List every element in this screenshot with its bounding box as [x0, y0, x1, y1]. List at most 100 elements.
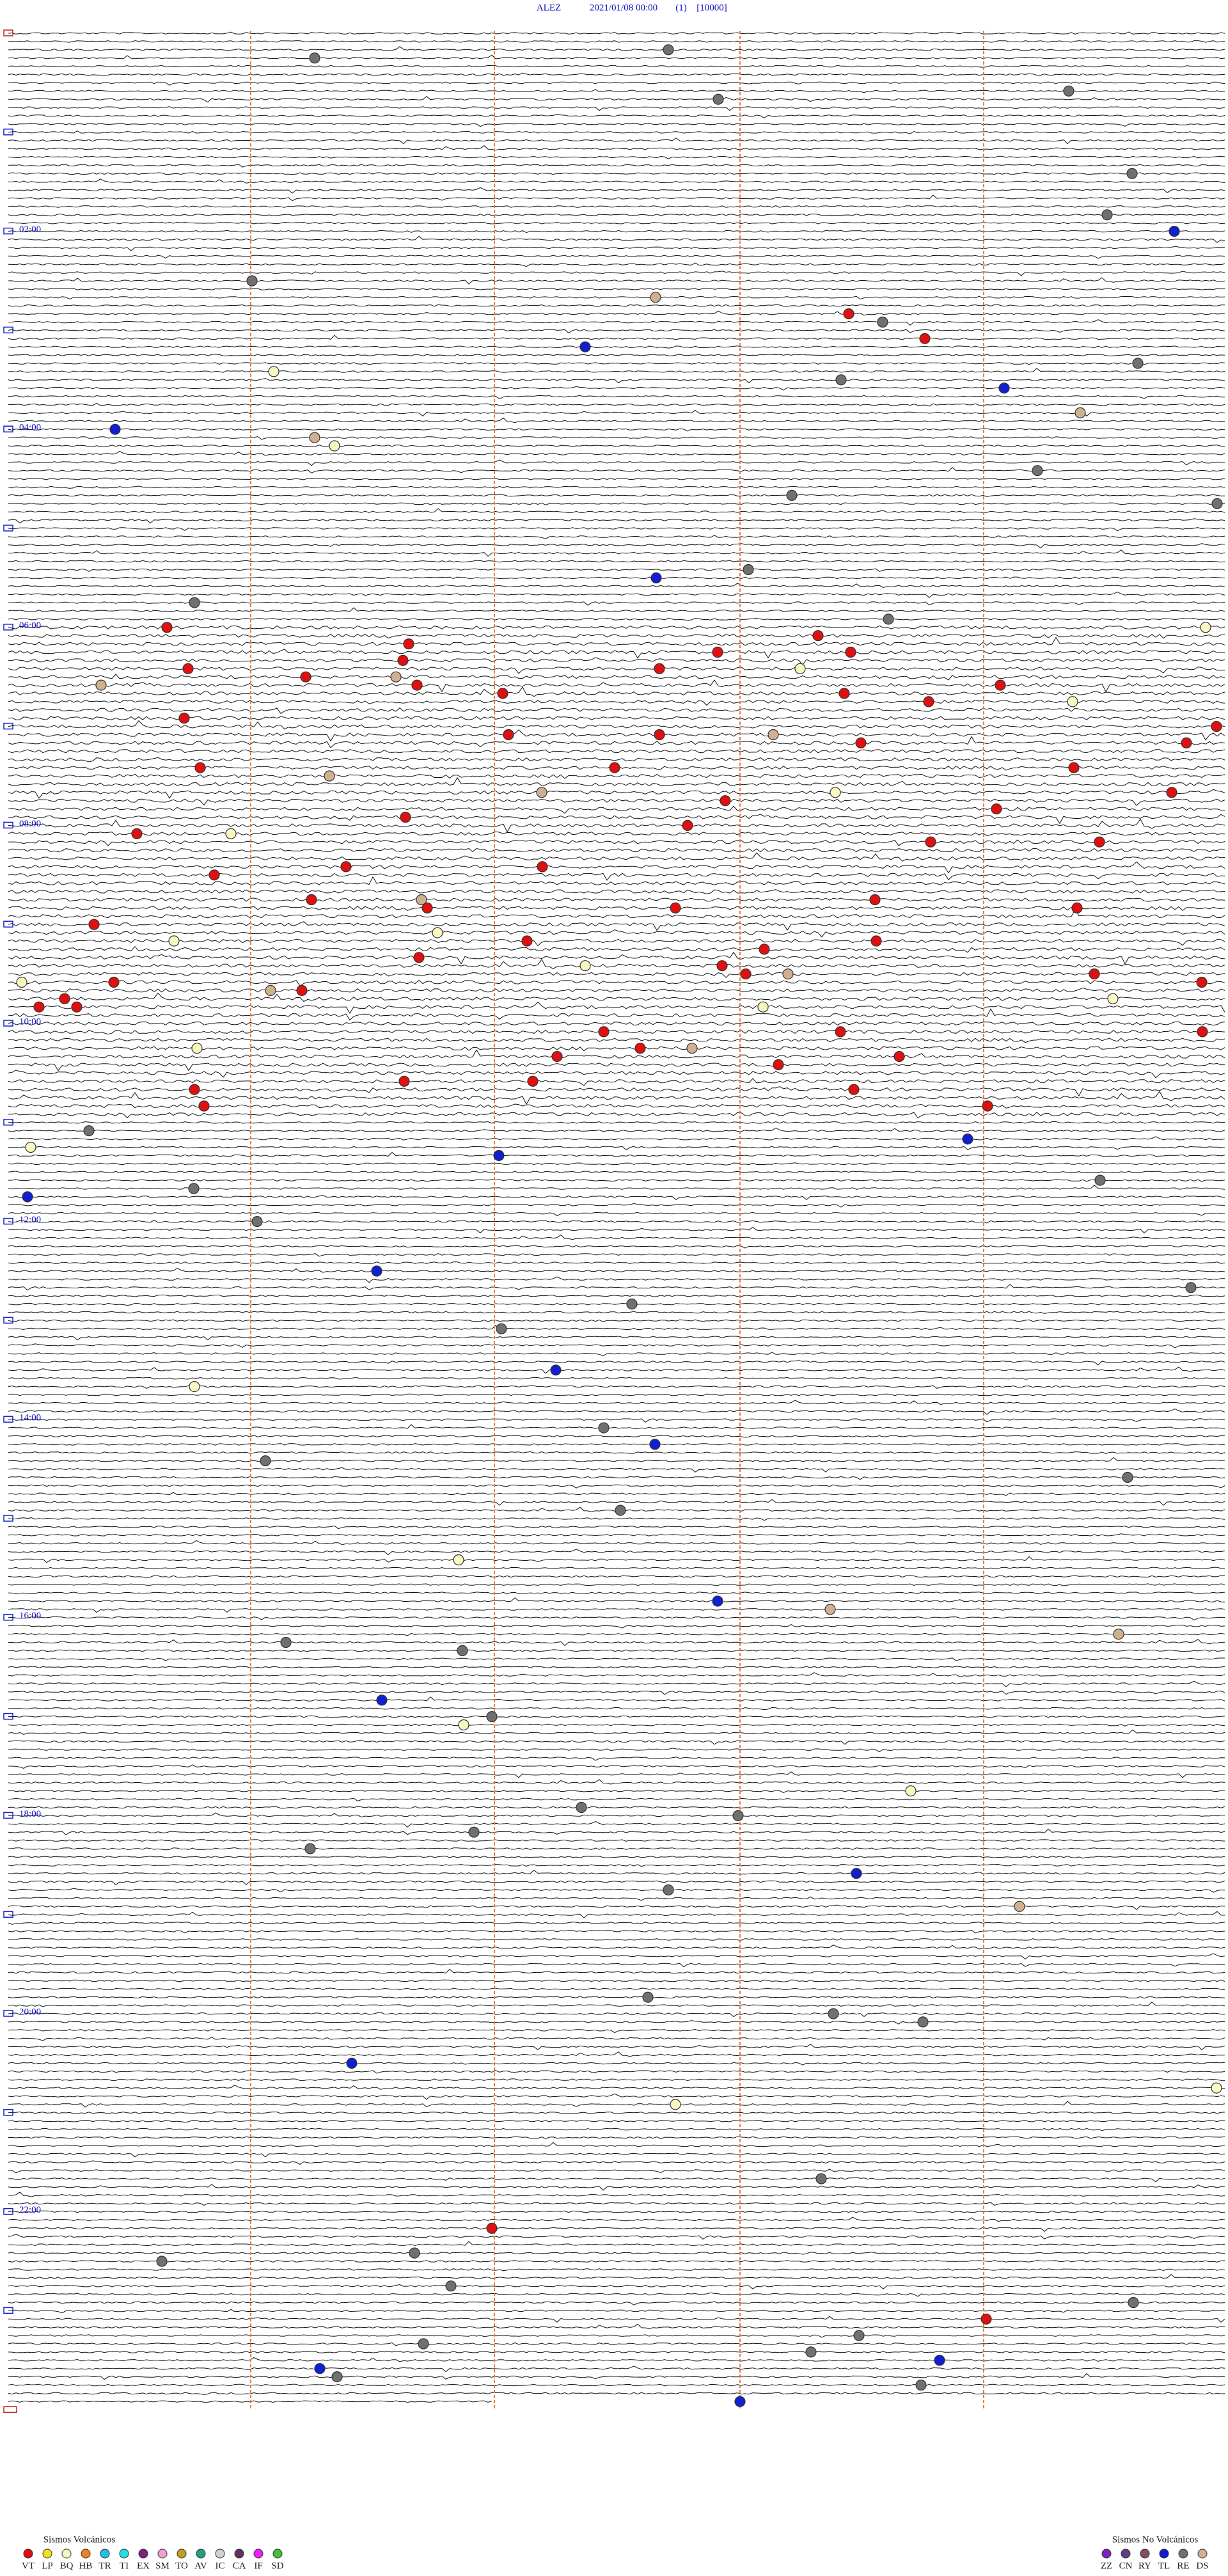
trace — [8, 1319, 1225, 1322]
event — [409, 2247, 420, 2259]
event — [182, 663, 194, 674]
hour-marker — [3, 921, 13, 928]
trace — [8, 335, 1225, 340]
trace — [8, 2153, 1225, 2158]
hour-marker — [3, 821, 13, 829]
legend-swatch — [234, 2548, 244, 2559]
event — [397, 654, 409, 667]
trace — [8, 667, 1225, 674]
event — [486, 2222, 498, 2234]
trace — [8, 1968, 1225, 1974]
legend-swatch — [81, 2548, 91, 2559]
event — [536, 787, 547, 798]
trace — [8, 568, 1225, 572]
trace — [8, 1715, 1225, 1718]
event — [598, 1422, 610, 1434]
trace — [8, 2202, 1225, 2206]
trace — [8, 1336, 1225, 1341]
trace — [8, 1739, 1225, 1745]
event — [156, 2256, 168, 2267]
event — [720, 795, 731, 807]
event — [686, 1043, 698, 1054]
event — [743, 564, 754, 576]
hour-marker — [3, 1614, 13, 1621]
event — [468, 1826, 480, 1838]
trace — [8, 518, 1225, 524]
trace — [8, 2062, 1225, 2066]
trace — [8, 1798, 1225, 1801]
event — [682, 819, 693, 832]
hour-marker — [3, 1515, 13, 1522]
hour-marker — [3, 2109, 13, 2116]
event — [1211, 2082, 1222, 2094]
event — [189, 1381, 200, 1393]
trace — [8, 2142, 1225, 2147]
trace — [8, 1979, 1225, 1982]
trace — [8, 246, 1225, 251]
trace — [8, 402, 1225, 407]
trace — [8, 549, 1225, 557]
event — [1200, 622, 1211, 633]
trace — [8, 494, 1225, 497]
legend-swatch — [253, 2548, 264, 2559]
trace — [8, 1812, 1225, 1818]
trace — [8, 255, 1225, 259]
trace — [8, 909, 1225, 919]
hour-marker — [3, 2307, 13, 2314]
time-label: 12:00 — [19, 1215, 41, 1225]
trace — [8, 906, 1225, 912]
trace — [8, 1707, 1225, 1711]
trace — [8, 354, 1225, 356]
event — [131, 828, 143, 839]
legend-label: IF — [254, 2561, 262, 2571]
trace — [8, 699, 1225, 706]
trace — [8, 277, 1225, 285]
event — [304, 1843, 316, 1854]
trace — [8, 2043, 1225, 2051]
trace — [8, 1696, 1225, 1702]
trace — [8, 378, 1225, 384]
trace — [8, 2252, 1225, 2255]
legend-label: SD — [271, 2561, 283, 2571]
legend-swatch — [138, 2548, 148, 2559]
trace — [8, 329, 1225, 334]
event — [83, 1125, 95, 1137]
trace — [8, 72, 1225, 76]
trace — [8, 2260, 1225, 2263]
event — [453, 1554, 464, 1566]
event — [418, 2338, 429, 2350]
event — [759, 944, 770, 955]
trace — [8, 1366, 1225, 1374]
trace — [8, 54, 1225, 60]
trace — [8, 46, 1225, 51]
trace — [8, 873, 1225, 881]
hour-marker — [3, 1020, 13, 1027]
trace — [8, 1953, 1225, 1960]
trace — [8, 1597, 1225, 1602]
legend-label: IC — [216, 2561, 225, 2571]
event — [893, 1050, 905, 1063]
event — [246, 275, 258, 287]
event — [838, 688, 850, 699]
event — [1014, 1900, 1025, 1912]
trace — [8, 1896, 1225, 1901]
legend-label: LP — [42, 2561, 53, 2571]
event — [1032, 465, 1043, 477]
event — [1166, 787, 1177, 798]
legend-swatch — [1101, 2548, 1112, 2559]
hour-marker — [3, 1217, 13, 1225]
trace — [8, 2342, 1225, 2346]
trace — [8, 2366, 1225, 2373]
event — [786, 489, 798, 502]
event — [716, 960, 728, 972]
trace — [8, 1729, 1225, 1735]
trace — [8, 1311, 1225, 1314]
trace — [8, 2268, 1225, 2272]
time-label: 10:00 — [19, 1016, 41, 1027]
trace — [8, 31, 1225, 35]
legend-swatch — [1197, 2548, 1208, 2559]
trace — [8, 805, 1225, 814]
trace — [8, 674, 1225, 681]
trace — [8, 2093, 1225, 2100]
event — [416, 894, 427, 906]
